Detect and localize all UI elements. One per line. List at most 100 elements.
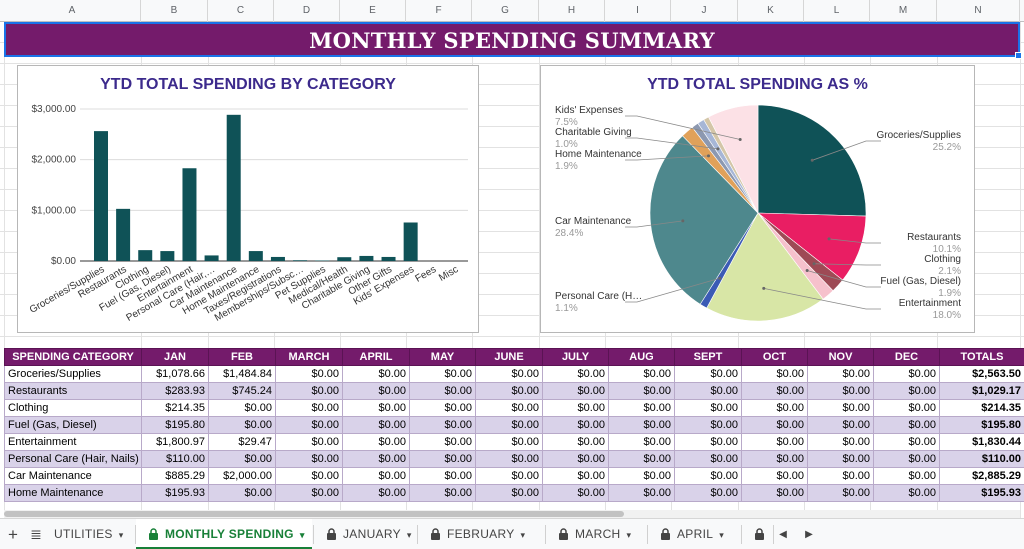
amount-cell[interactable]: $0.00 (208, 399, 276, 417)
amount-cell[interactable]: $0.00 (475, 433, 543, 451)
amount-cell[interactable]: $0.00 (542, 450, 609, 468)
amount-cell[interactable]: $0.00 (674, 382, 742, 400)
scrollbar-thumb[interactable] (4, 511, 624, 517)
amount-cell[interactable]: $0.00 (741, 416, 808, 434)
category-cell[interactable]: Groceries/Supplies (4, 365, 142, 383)
sheet-tab[interactable] (742, 519, 772, 549)
amount-cell[interactable]: $0.00 (342, 450, 410, 468)
amount-cell[interactable]: $0.00 (608, 382, 675, 400)
amount-cell[interactable]: $0.00 (475, 399, 543, 417)
amount-cell[interactable]: $0.00 (608, 467, 675, 485)
column-header-h[interactable]: H (539, 0, 605, 22)
sheet-tab[interactable]: APRIL ▾ (648, 519, 740, 549)
amount-cell[interactable]: $0.00 (741, 484, 808, 502)
amount-cell[interactable]: $283.93 (141, 382, 209, 400)
total-cell[interactable]: $1,830.44 (939, 433, 1024, 451)
pie-slice[interactable] (708, 104, 759, 214)
amount-cell[interactable]: $0.00 (873, 416, 940, 434)
column-header-g[interactable]: G (472, 0, 539, 22)
amount-cell[interactable]: $0.00 (807, 484, 874, 502)
bar[interactable] (116, 208, 131, 261)
column-header-m[interactable]: M (870, 0, 937, 22)
amount-cell[interactable]: $0.00 (542, 467, 609, 485)
pie-slice[interactable] (649, 135, 759, 305)
sheet-tab[interactable]: JANUARY ▾ (314, 519, 416, 549)
total-cell[interactable]: $214.35 (939, 399, 1024, 417)
amount-cell[interactable]: $0.00 (674, 416, 742, 434)
column-header-d[interactable]: D (274, 0, 340, 22)
amount-cell[interactable]: $0.00 (409, 365, 476, 383)
amount-cell[interactable]: $0.00 (275, 467, 343, 485)
selection-fill-handle[interactable] (1015, 52, 1022, 59)
column-header-l[interactable]: L (804, 0, 870, 22)
amount-cell[interactable]: $0.00 (342, 433, 410, 451)
amount-cell[interactable]: $0.00 (873, 467, 940, 485)
category-cell[interactable]: Car Maintenance (4, 467, 142, 485)
pie-chart-panel[interactable]: YTD TOTAL SPENDING AS % Kids' Expenses 7.… (540, 65, 975, 333)
column-header-e[interactable]: E (340, 0, 406, 22)
sheet-tab[interactable]: MONTHLY SPENDING ▾ (136, 519, 312, 549)
chevron-down-icon[interactable]: ▾ (406, 530, 412, 540)
sheet-tab[interactable]: MARCH ▾ (546, 519, 646, 549)
amount-cell[interactable]: $0.00 (873, 433, 940, 451)
bar[interactable] (160, 251, 175, 261)
amount-cell[interactable]: $0.00 (409, 467, 476, 485)
bar[interactable] (226, 114, 241, 261)
column-header-cell[interactable]: SEPT (674, 348, 742, 366)
pie-slice[interactable] (706, 212, 824, 322)
bar[interactable] (403, 222, 418, 261)
amount-cell[interactable]: $0.00 (275, 450, 343, 468)
amount-cell[interactable]: $0.00 (275, 382, 343, 400)
column-header-k[interactable]: K (738, 0, 804, 22)
amount-cell[interactable]: $0.00 (873, 484, 940, 502)
bar[interactable] (270, 256, 285, 261)
amount-cell[interactable]: $0.00 (807, 365, 874, 383)
amount-cell[interactable]: $0.00 (409, 399, 476, 417)
column-header-cell[interactable]: JULY (542, 348, 609, 366)
amount-cell[interactable]: $1,484.84 (208, 365, 276, 383)
amount-cell[interactable]: $0.00 (475, 450, 543, 468)
column-header-cell[interactable]: FEB (208, 348, 276, 366)
amount-cell[interactable]: $0.00 (608, 416, 675, 434)
total-cell[interactable]: $2,563.50 (939, 365, 1024, 383)
amount-cell[interactable]: $0.00 (873, 382, 940, 400)
amount-cell[interactable]: $0.00 (409, 382, 476, 400)
total-cell[interactable]: $2,885.29 (939, 467, 1024, 485)
amount-cell[interactable]: $0.00 (275, 416, 343, 434)
amount-cell[interactable]: $0.00 (741, 450, 808, 468)
amount-cell[interactable]: $110.00 (141, 450, 209, 468)
column-header-j[interactable]: J (671, 0, 738, 22)
column-header-cell[interactable]: OCT (741, 348, 808, 366)
amount-cell[interactable]: $0.00 (807, 382, 874, 400)
amount-cell[interactable]: $0.00 (873, 365, 940, 383)
amount-cell[interactable]: $0.00 (342, 467, 410, 485)
amount-cell[interactable]: $0.00 (542, 399, 609, 417)
amount-cell[interactable]: $0.00 (475, 416, 543, 434)
amount-cell[interactable]: $0.00 (807, 467, 874, 485)
bar-chart-panel[interactable]: YTD TOTAL SPENDING BY CATEGORY $0.00 $1,0… (17, 65, 479, 333)
amount-cell[interactable]: $0.00 (608, 450, 675, 468)
scroll-tabs-left-button[interactable]: ◀ (779, 529, 787, 540)
total-cell[interactable]: $1,029.17 (939, 382, 1024, 400)
bar[interactable] (293, 260, 308, 261)
amount-cell[interactable]: $0.00 (409, 433, 476, 451)
amount-cell[interactable]: $1,800.97 (141, 433, 209, 451)
amount-cell[interactable]: $0.00 (475, 484, 543, 502)
amount-cell[interactable]: $0.00 (475, 365, 543, 383)
amount-cell[interactable]: $0.00 (741, 467, 808, 485)
column-header-cell[interactable]: JAN (141, 348, 209, 366)
scroll-tabs-right-button[interactable]: ▶ (805, 529, 813, 540)
amount-cell[interactable]: $0.00 (542, 382, 609, 400)
column-header-cell[interactable]: DEC (873, 348, 940, 366)
category-cell[interactable]: Personal Care (Hair, Nails) (4, 450, 142, 468)
amount-cell[interactable]: $214.35 (141, 399, 209, 417)
column-header-c[interactable]: C (208, 0, 274, 22)
bar[interactable] (182, 168, 197, 261)
column-header-cell[interactable]: TOTALS (939, 348, 1024, 366)
amount-cell[interactable]: $0.00 (741, 382, 808, 400)
amount-cell[interactable]: $0.00 (342, 399, 410, 417)
amount-cell[interactable]: $0.00 (409, 416, 476, 434)
amount-cell[interactable]: $0.00 (608, 484, 675, 502)
category-cell[interactable]: Fuel (Gas, Diesel) (4, 416, 142, 434)
chevron-down-icon[interactable]: ▾ (118, 530, 124, 540)
